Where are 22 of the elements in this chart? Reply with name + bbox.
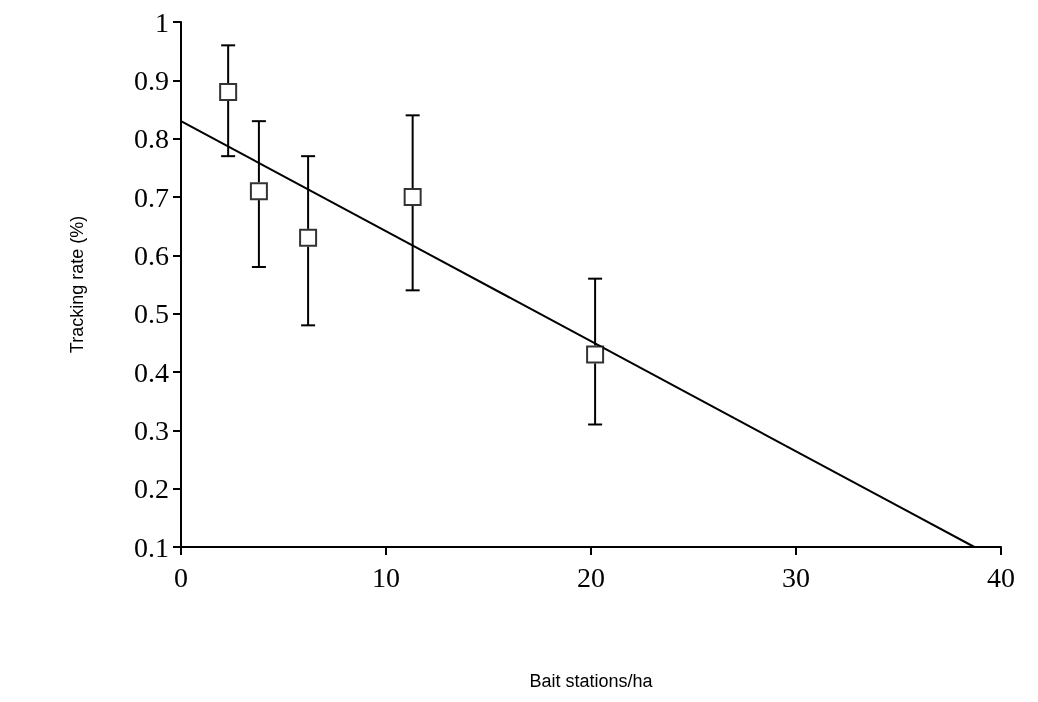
- point: [249, 182, 268, 201]
- point: [586, 345, 605, 364]
- point: [403, 188, 422, 206]
- y-tick-label: 0.5: [134, 298, 169, 330]
- x-tick-label: 0: [174, 561, 188, 593]
- x-axis-title: Bait stations/ha: [529, 671, 654, 691]
- x-tick-label: 30: [782, 561, 810, 593]
- point: [219, 83, 238, 101]
- y-tick-label: 0.3: [134, 414, 169, 446]
- x-tick-label: 20: [577, 561, 605, 593]
- y-tick-label: 0.9: [134, 64, 169, 96]
- y-axis-title: Tracking rate (%): [67, 215, 87, 354]
- y-tick-label: 0.4: [134, 356, 169, 388]
- y-tick-label: 0.7: [134, 181, 169, 213]
- y-tick-label: 0.1: [134, 531, 169, 563]
- y-tick-label: 0.2: [134, 473, 169, 505]
- y-tick-label: 1: [155, 6, 169, 38]
- y-tick-label: 0.8: [134, 123, 169, 155]
- point: [299, 228, 318, 247]
- x-tick-label: 40: [987, 561, 1015, 593]
- y-tick-label: 0.6: [134, 239, 169, 271]
- x-tick-label: 10: [372, 561, 400, 593]
